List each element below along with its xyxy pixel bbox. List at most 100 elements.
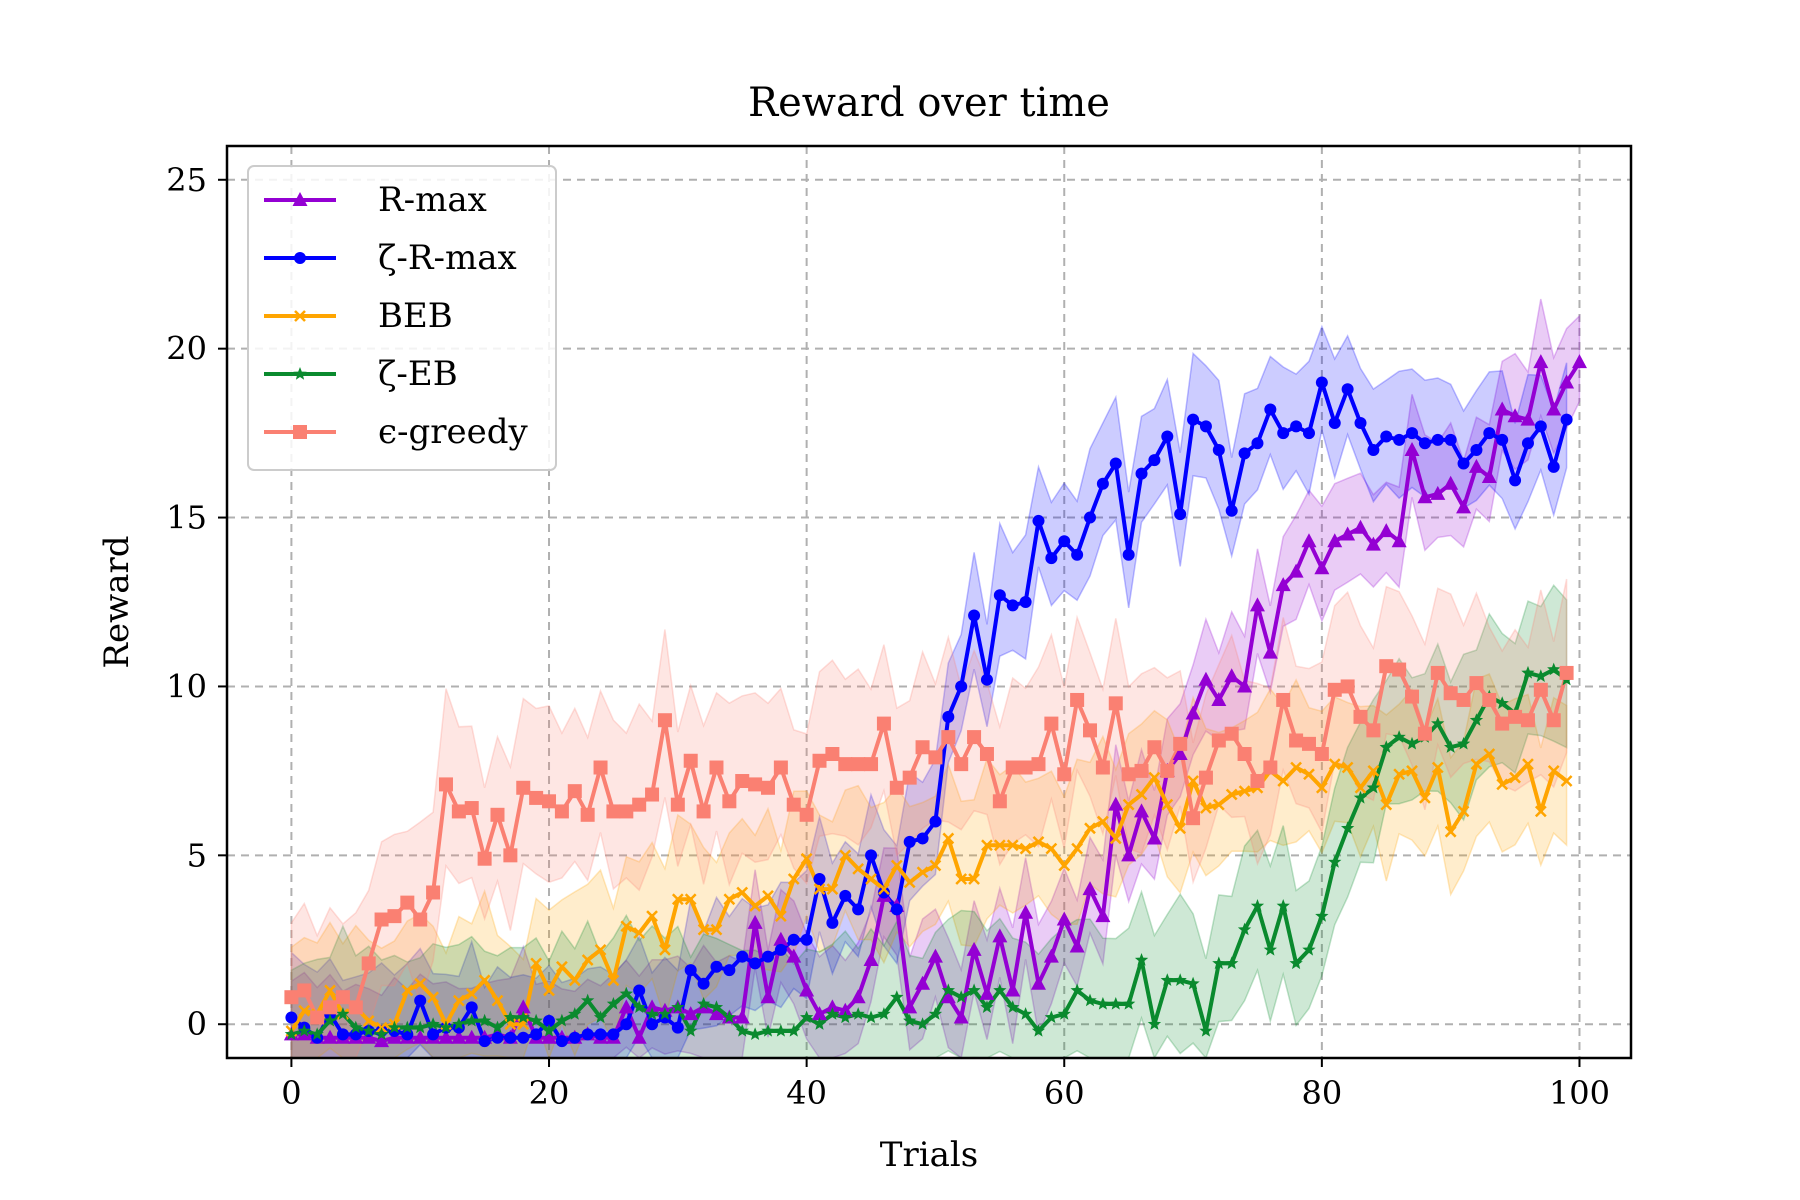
data-point: [1096, 997, 1110, 1010]
data-point: [993, 839, 1006, 852]
data-point: [1456, 736, 1471, 750]
legend-box: [247, 165, 557, 471]
data-point: [966, 941, 982, 956]
data-point: [1018, 1007, 1033, 1020]
data-point: [374, 912, 389, 927]
data-point: [1237, 678, 1253, 693]
data-point: [298, 1004, 311, 1017]
data-point: [1277, 427, 1290, 440]
legend-entry: ζ-R-max: [264, 238, 517, 278]
data-point: [1301, 533, 1317, 548]
data-point: [427, 991, 439, 1004]
data-point: [361, 956, 376, 971]
data-point: [1057, 767, 1072, 782]
data-point: [1276, 692, 1291, 707]
data-point: [852, 862, 865, 875]
data-point: [1353, 790, 1368, 804]
data-point: [1496, 778, 1509, 791]
data-point: [619, 986, 633, 1000]
data-point: [1495, 696, 1509, 709]
data-point: [1019, 842, 1032, 855]
data-point: [1082, 881, 1098, 896]
y-tick-label: 10: [166, 667, 207, 705]
data-point: [503, 848, 518, 863]
data-point: [1018, 904, 1034, 919]
data-point: [915, 975, 931, 990]
data-point: [414, 977, 427, 990]
data-point: [1032, 835, 1045, 848]
data-point: [607, 974, 620, 987]
data-point: [954, 990, 968, 1003]
data-point: [1147, 740, 1162, 755]
data-point: [464, 1029, 480, 1044]
y-tick-label: 25: [166, 161, 207, 199]
data-point: [890, 903, 903, 916]
data-point: [1302, 427, 1315, 440]
y-tick-label: 20: [166, 330, 207, 368]
data-point: [889, 780, 904, 795]
data-point: [992, 928, 1008, 943]
data-point: [297, 1024, 311, 1037]
data-point: [824, 999, 840, 1014]
data-point: [1431, 716, 1445, 730]
data-point: [1444, 740, 1458, 753]
data-point: [954, 757, 969, 772]
data-point: [670, 797, 685, 812]
data-point: [941, 983, 955, 997]
data-point: [787, 933, 800, 946]
data-point: [464, 801, 479, 816]
data-point: [876, 716, 891, 731]
data-point: [890, 990, 904, 1003]
data-point: [632, 1000, 646, 1013]
data-point: [1571, 354, 1587, 369]
data-point: [646, 910, 658, 923]
data-point: [967, 983, 981, 997]
legend-label: ϵ-greedy: [378, 412, 529, 452]
data-point: [915, 740, 930, 755]
data-point: [1019, 596, 1032, 608]
legend: R-max ζ-R-max BEB ζ-EB ϵ-greedy: [247, 165, 557, 471]
data-point: [1327, 682, 1342, 697]
data-point: [927, 948, 943, 963]
data-point: [1366, 780, 1380, 794]
series-line: [290, 667, 1568, 1037]
data-point: [1069, 938, 1085, 953]
data-point: [1173, 736, 1188, 751]
data-point: [1378, 523, 1394, 538]
data-point: [490, 807, 505, 822]
data-point: [1507, 408, 1523, 423]
data-point: [968, 873, 980, 885]
legend-label: BEB: [378, 296, 453, 336]
data-point: [1122, 997, 1136, 1010]
data-point: [1456, 692, 1471, 707]
data-point: [1534, 805, 1547, 818]
data-point: [658, 1007, 672, 1020]
data-point: [323, 1000, 338, 1015]
x-tick-label: 100: [1549, 1074, 1610, 1112]
data-point: [1264, 403, 1277, 416]
data-point: [1250, 899, 1265, 912]
data-point: [786, 948, 802, 963]
data-point: [644, 999, 660, 1014]
data-point: [1058, 535, 1071, 548]
data-point: [1006, 839, 1019, 852]
data-point: [902, 999, 918, 1014]
data-point: [632, 797, 647, 812]
data-point: [1496, 433, 1509, 446]
data-point: [1327, 533, 1343, 548]
data-point: [1547, 662, 1561, 676]
data-point: [1122, 798, 1135, 811]
data-point: [1186, 976, 1200, 990]
data-point: [1340, 679, 1355, 694]
data-point: [1134, 953, 1149, 966]
data-point: [696, 804, 711, 819]
data-point: [1419, 792, 1431, 804]
data-point: [1044, 1010, 1058, 1024]
data-point: [517, 1031, 530, 1044]
data-point: [618, 999, 634, 1014]
data-point: [928, 750, 943, 765]
data-point: [593, 1010, 608, 1024]
data-point: [953, 1009, 969, 1024]
data-point: [852, 903, 865, 916]
data-point: [722, 794, 737, 809]
